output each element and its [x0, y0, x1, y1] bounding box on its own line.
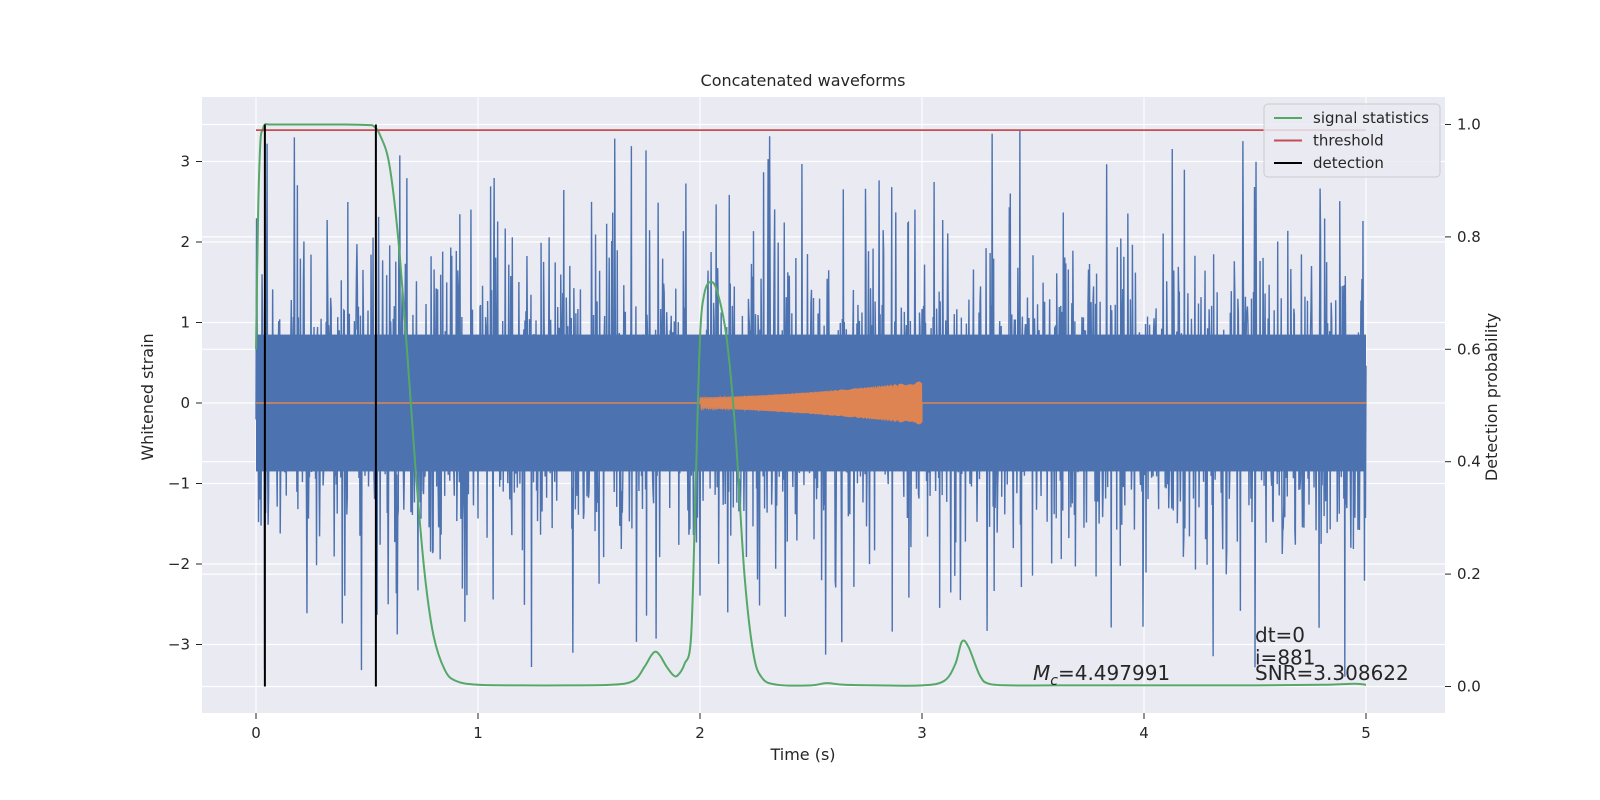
x-tick-label: 0 [251, 724, 261, 742]
chirp-line [699, 381, 923, 425]
legend-label: threshold [1313, 132, 1384, 150]
y-right-tick-label: 0.2 [1457, 565, 1481, 583]
y-axis-right-label: Detection probability [1482, 313, 1501, 481]
y-right-tick-label: 1.0 [1457, 116, 1481, 134]
y-right-tick-label: 0.8 [1457, 228, 1481, 246]
legend: signal statistics threshold detection [1263, 103, 1441, 178]
legend-label: signal statistics [1313, 109, 1429, 127]
signal-statistics-line [255, 123, 1367, 687]
y-axis-left-label: Whitened strain [138, 333, 157, 460]
x-axis: 0 1 2 3 4 5 [251, 713, 1371, 742]
y-left-tick-label: 1 [180, 314, 190, 332]
y-left-tick-label: 0 [180, 394, 190, 412]
annotation-text: i=881 [1255, 646, 1316, 670]
x-tick-label: 5 [1361, 724, 1371, 742]
x-tick-label: 4 [1139, 724, 1149, 742]
legend-label: detection [1313, 154, 1384, 172]
y-left-tick-label: 2 [180, 233, 190, 251]
y-left-tick-label: 3 [180, 153, 190, 171]
x-tick-label: 2 [695, 724, 705, 742]
y-left-tick-label: −1 [168, 475, 190, 493]
x-tick-label: 3 [917, 724, 927, 742]
annotation-text: dt=0 [1255, 623, 1305, 647]
y-right-tick-label: 0.0 [1457, 678, 1481, 696]
annotation-text: Mc=4.497991 [1033, 661, 1170, 689]
series-signal-statistics [255, 123, 1367, 687]
y-left-tick-label: −2 [168, 555, 190, 573]
chart-title: Concatenated waveforms [701, 71, 906, 90]
y-axis-right: 0.0 0.2 0.4 0.6 0.8 1.0 [1445, 116, 1481, 696]
annotation-text: SNR=3.308622 [1255, 661, 1409, 685]
y-right-tick-label: 0.6 [1457, 340, 1481, 358]
y-axis-left: −3 −2 −1 0 1 2 3 [168, 153, 202, 654]
x-tick-label: 1 [473, 724, 483, 742]
series-chirp [256, 381, 1366, 425]
y-left-tick-label: −3 [168, 636, 190, 654]
legend-box [1263, 103, 1441, 178]
y-right-tick-label: 0.4 [1457, 453, 1481, 471]
series-detection [263, 124, 377, 687]
x-axis-label: Time (s) [769, 745, 835, 764]
